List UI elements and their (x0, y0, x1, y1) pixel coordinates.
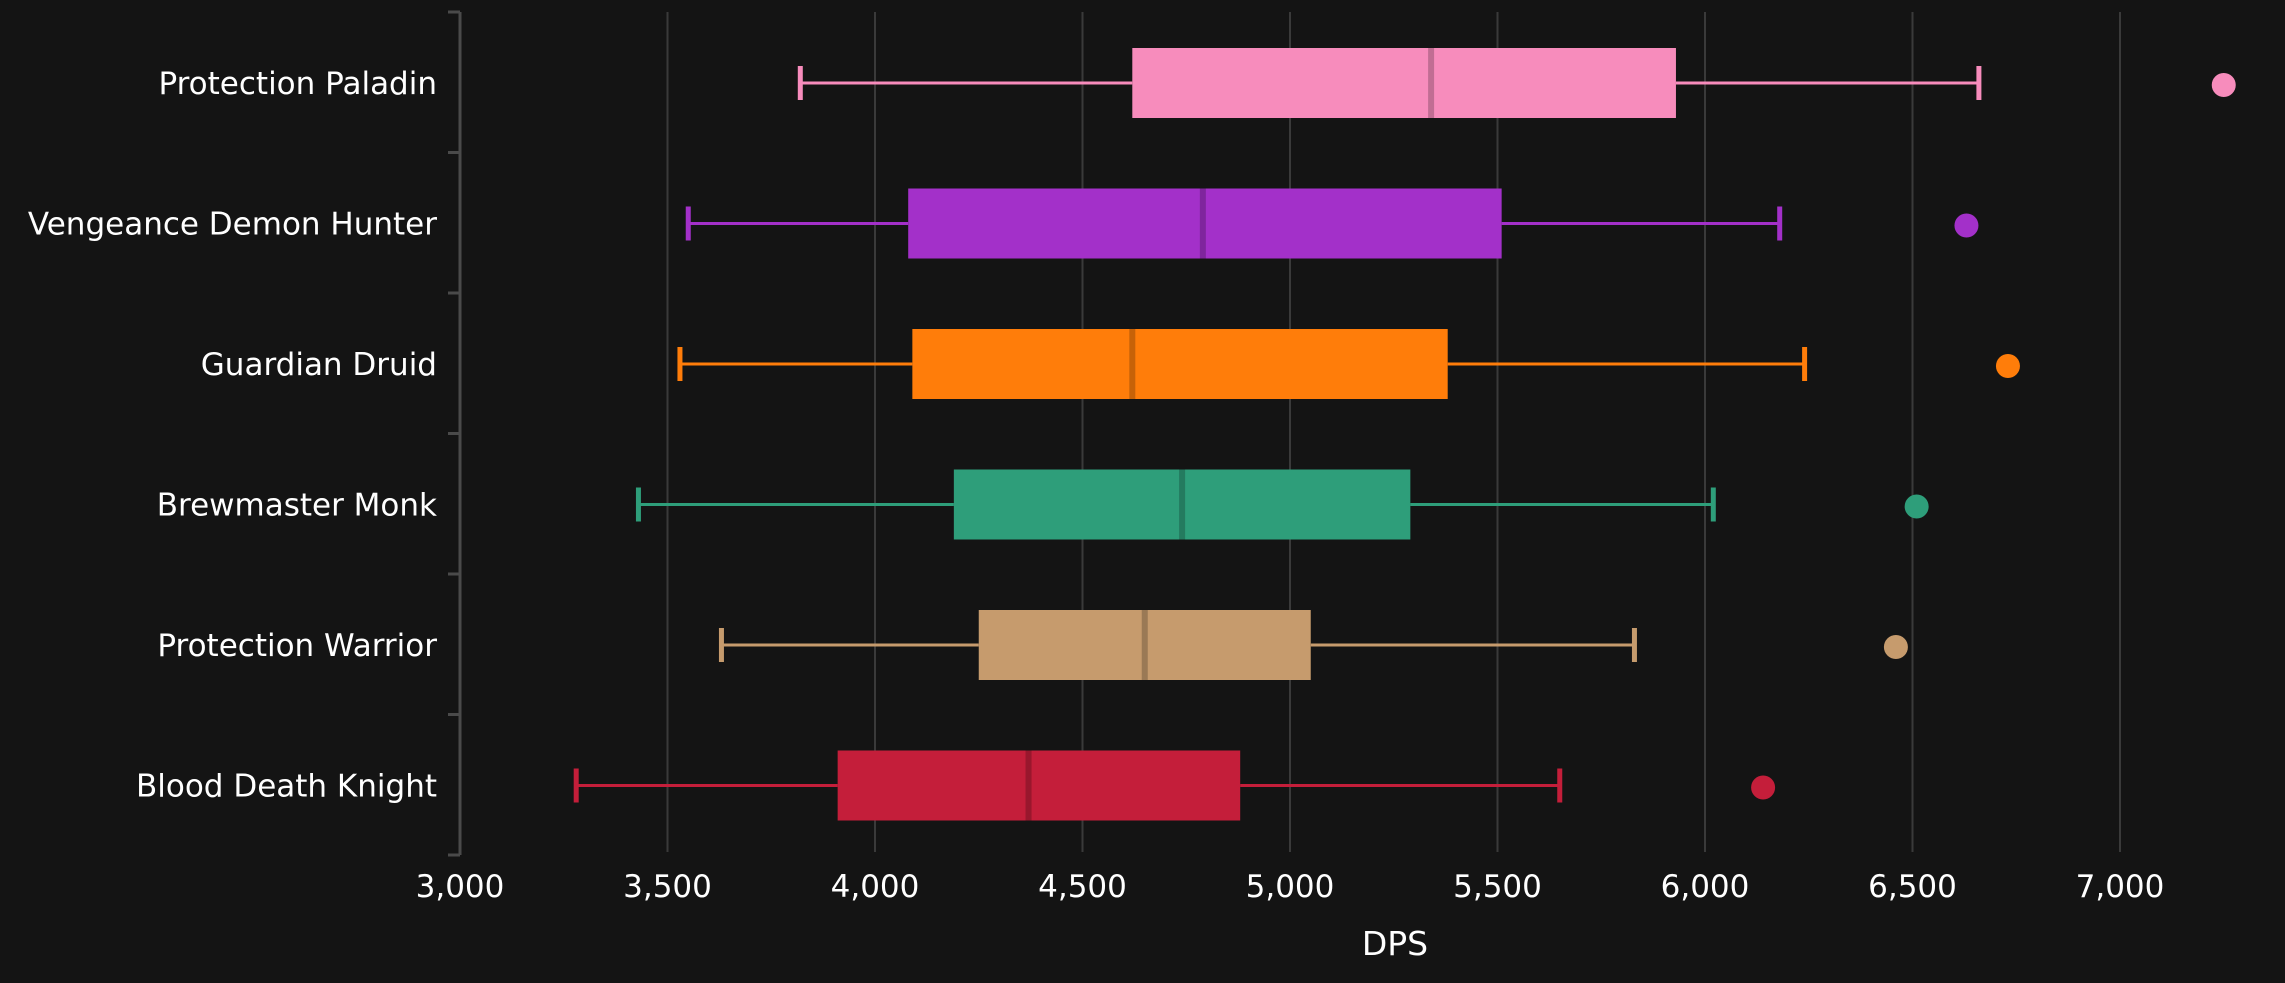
y-category-label: Brewmaster Monk (157, 488, 437, 524)
box-guardian-druid: Guardian Druid (201, 329, 2020, 399)
x-tick-label: 4,000 (831, 869, 920, 905)
plot-area: Protection Paladin Vengeance Demon Hunter… (28, 48, 2236, 821)
box-protection-paladin: Protection Paladin (158, 48, 2236, 118)
box-blood-death-knight: Blood Death Knight (136, 750, 1776, 821)
x-tick-label: 3,000 (416, 869, 505, 905)
y-category-label: Protection Paladin (158, 66, 437, 102)
outlier-point (1954, 213, 1979, 238)
x-tick-label: 5,000 (1246, 869, 1335, 905)
box-protection-warrior: Protection Warrior (157, 610, 1908, 680)
outlier-point (1904, 494, 1929, 519)
x-tick-label: 3,500 (623, 869, 712, 905)
x-tick-label: 6,500 (1868, 869, 1957, 905)
box-brewmaster-monk: Brewmaster Monk (157, 469, 1929, 540)
iqr-box (912, 329, 1448, 399)
grid-lines (666, 12, 2121, 852)
x-tick-label: 5,500 (1453, 869, 1542, 905)
y-category-label: Vengeance Demon Hunter (28, 207, 437, 243)
x-tick-label: 7,000 (2076, 869, 2165, 905)
iqr-box (837, 750, 1241, 821)
y-category-label: Blood Death Knight (136, 769, 437, 805)
y-category-label: Protection Warrior (157, 628, 437, 664)
axes: 3,000 3,500 4,000 4,500 5,000 5,500 6,000 6,500… (416, 10, 2165, 905)
x-axis-title: DPS (1362, 924, 1428, 963)
iqr-box (1132, 48, 1676, 118)
x-tick-label: 4,500 (1038, 869, 1127, 905)
outlier-point (1751, 775, 1776, 800)
box-vengeance-demon-hunter: Vengeance Demon Hunter (28, 188, 1979, 259)
outlier-point (2211, 73, 2236, 97)
outlier-point (1995, 354, 2020, 378)
x-tick-label: 6,000 (1661, 869, 1750, 905)
outlier-point (1883, 635, 1908, 659)
y-category-label: Guardian Druid (201, 347, 437, 383)
